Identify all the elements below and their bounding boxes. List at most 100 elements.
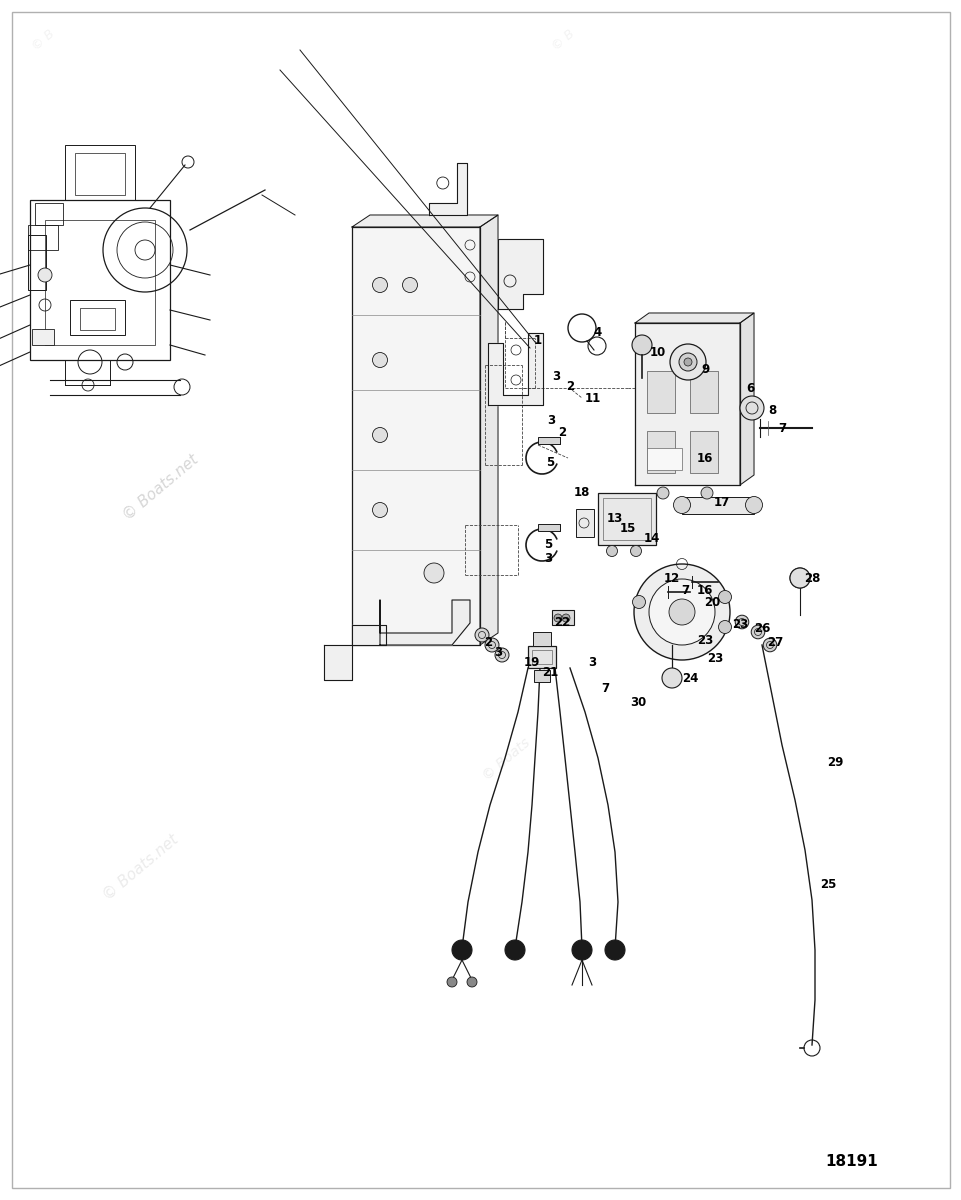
Text: 3: 3 xyxy=(493,646,502,659)
Text: 16: 16 xyxy=(696,583,712,596)
Polygon shape xyxy=(480,215,498,646)
Polygon shape xyxy=(429,163,466,215)
Polygon shape xyxy=(380,600,470,646)
Text: 19: 19 xyxy=(524,655,540,668)
Polygon shape xyxy=(487,332,542,406)
Circle shape xyxy=(673,497,690,514)
Text: 8: 8 xyxy=(767,403,776,416)
Bar xyxy=(70,300,125,335)
Text: © Boats.net: © Boats.net xyxy=(120,451,201,523)
Polygon shape xyxy=(324,625,385,680)
Text: 22: 22 xyxy=(554,616,570,629)
Circle shape xyxy=(683,358,691,366)
Circle shape xyxy=(718,590,730,604)
Text: 13: 13 xyxy=(606,511,623,524)
Circle shape xyxy=(495,648,508,662)
Text: 11: 11 xyxy=(584,391,601,404)
Circle shape xyxy=(789,568,809,588)
Text: 3: 3 xyxy=(543,552,552,564)
Circle shape xyxy=(554,614,561,622)
Circle shape xyxy=(629,546,641,557)
Circle shape xyxy=(701,487,712,499)
Text: 5: 5 xyxy=(543,539,552,552)
Circle shape xyxy=(656,487,668,499)
Polygon shape xyxy=(634,313,753,323)
Circle shape xyxy=(38,268,52,282)
Bar xyxy=(28,226,58,250)
Circle shape xyxy=(739,396,763,420)
Bar xyxy=(80,308,115,330)
Text: 30: 30 xyxy=(629,696,646,708)
Circle shape xyxy=(762,638,776,652)
Bar xyxy=(647,371,675,413)
Circle shape xyxy=(678,353,697,371)
Text: 3: 3 xyxy=(547,414,554,426)
Circle shape xyxy=(751,625,764,638)
Circle shape xyxy=(604,940,625,960)
Circle shape xyxy=(372,277,387,293)
Text: 29: 29 xyxy=(825,756,842,768)
Polygon shape xyxy=(498,239,542,308)
Circle shape xyxy=(452,940,472,960)
Polygon shape xyxy=(634,323,739,485)
Bar xyxy=(537,524,559,530)
Bar xyxy=(45,220,155,346)
Circle shape xyxy=(789,568,809,588)
Bar xyxy=(689,431,717,473)
Text: 1: 1 xyxy=(533,334,541,347)
Text: 20: 20 xyxy=(703,595,720,608)
Text: 2: 2 xyxy=(483,636,491,648)
Text: 23: 23 xyxy=(706,652,723,665)
Text: 2: 2 xyxy=(565,380,574,394)
Text: 28: 28 xyxy=(803,571,820,584)
Polygon shape xyxy=(352,227,480,646)
Circle shape xyxy=(572,940,591,960)
Circle shape xyxy=(668,599,694,625)
Circle shape xyxy=(669,344,705,380)
Circle shape xyxy=(661,668,681,688)
Bar xyxy=(32,329,54,346)
Text: 5: 5 xyxy=(545,456,554,468)
Polygon shape xyxy=(739,313,753,485)
Circle shape xyxy=(372,503,387,517)
Circle shape xyxy=(633,564,729,660)
Text: 16: 16 xyxy=(696,451,712,464)
Text: 27: 27 xyxy=(766,636,782,648)
Text: 4: 4 xyxy=(593,325,602,338)
Bar xyxy=(647,431,675,473)
Text: 18191: 18191 xyxy=(825,1154,877,1170)
Bar xyxy=(75,154,125,196)
Circle shape xyxy=(484,638,499,652)
Text: 7: 7 xyxy=(777,421,785,434)
Circle shape xyxy=(734,616,748,629)
Bar xyxy=(647,448,681,470)
Text: 24: 24 xyxy=(681,672,698,684)
Text: © Boats: © Boats xyxy=(480,736,532,782)
Circle shape xyxy=(424,563,444,583)
Text: 7: 7 xyxy=(680,583,688,596)
Circle shape xyxy=(466,977,477,986)
Bar xyxy=(28,235,46,290)
Text: © B: © B xyxy=(550,26,577,53)
Text: 17: 17 xyxy=(713,496,729,509)
Text: 26: 26 xyxy=(753,622,770,635)
Bar xyxy=(689,371,717,413)
Circle shape xyxy=(631,595,645,608)
Bar xyxy=(552,610,574,625)
Bar xyxy=(598,493,655,545)
Text: 23: 23 xyxy=(731,618,748,631)
Bar xyxy=(576,509,593,538)
Bar xyxy=(30,200,170,360)
Circle shape xyxy=(649,578,714,646)
Text: 7: 7 xyxy=(601,682,608,695)
Text: 14: 14 xyxy=(643,532,659,545)
Bar xyxy=(35,203,62,226)
Bar xyxy=(531,650,552,664)
Text: 15: 15 xyxy=(619,522,635,534)
Circle shape xyxy=(372,427,387,443)
Circle shape xyxy=(447,977,456,986)
Circle shape xyxy=(402,277,417,293)
Circle shape xyxy=(561,614,570,622)
Circle shape xyxy=(718,620,730,634)
Bar xyxy=(532,632,551,646)
